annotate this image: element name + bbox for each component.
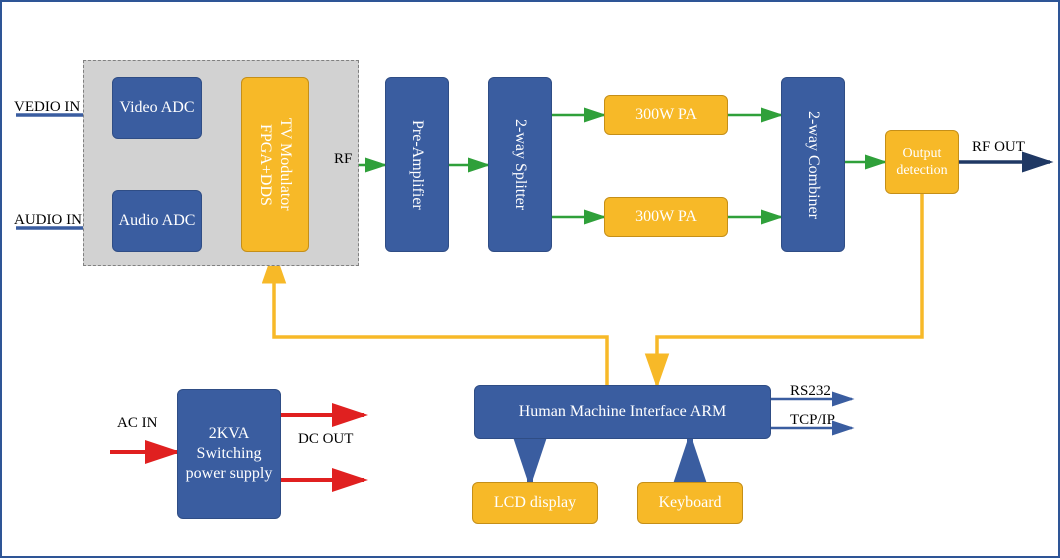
rs232-label: RS232 — [790, 383, 831, 400]
pa1-block: 300W PA — [604, 95, 728, 135]
combiner-label: 2-way Combiner — [803, 111, 823, 219]
combiner-block: 2-way Combiner — [781, 77, 845, 252]
splitter-label: 2-way Splitter — [510, 119, 530, 210]
psu-label: 2KVA Switching power supply — [182, 424, 276, 484]
keyboard-label: Keyboard — [658, 493, 721, 513]
psu-block: 2KVA Switching power supply — [177, 389, 281, 519]
rf-label: RF — [334, 151, 352, 168]
video-adc-block: Video ADC — [112, 77, 202, 139]
pre-amplifier-label: Pre-Amplifier — [407, 120, 427, 210]
lcd-block: LCD display — [472, 482, 598, 524]
lcd-label: LCD display — [494, 493, 576, 513]
tv-modulator-label: TV Modulator FPGA+DDS — [255, 82, 295, 247]
pre-amplifier-block: Pre-Amplifier — [385, 77, 449, 252]
dc-out-label: DC OUT — [298, 431, 353, 448]
tv-modulator-block: TV Modulator FPGA+DDS — [241, 77, 309, 252]
pa2-block: 300W PA — [604, 197, 728, 237]
pa2-label: 300W PA — [635, 207, 697, 227]
output-detection-label: Output detection — [890, 145, 954, 180]
hmi-label: Human Machine Interface ARM — [519, 402, 726, 422]
ac-in-label: AC IN — [117, 415, 157, 432]
video-adc-label: Video ADC — [119, 98, 194, 118]
keyboard-block: Keyboard — [637, 482, 743, 524]
audio-adc-block: Audio ADC — [112, 190, 202, 252]
audio-in-label: AUDIO IN — [14, 212, 82, 229]
output-detection-block: Output detection — [885, 130, 959, 194]
tcpip-label: TCP/IP — [790, 412, 835, 429]
audio-adc-label: Audio ADC — [119, 211, 196, 231]
video-in-label: VEDIO IN — [14, 99, 80, 116]
hmi-block: Human Machine Interface ARM — [474, 385, 771, 439]
rf-out-label: RF OUT — [972, 139, 1025, 156]
diagram-canvas: Video ADC Audio ADC TV Modulator FPGA+DD… — [0, 0, 1060, 558]
pa1-label: 300W PA — [635, 105, 697, 125]
splitter-block: 2-way Splitter — [488, 77, 552, 252]
